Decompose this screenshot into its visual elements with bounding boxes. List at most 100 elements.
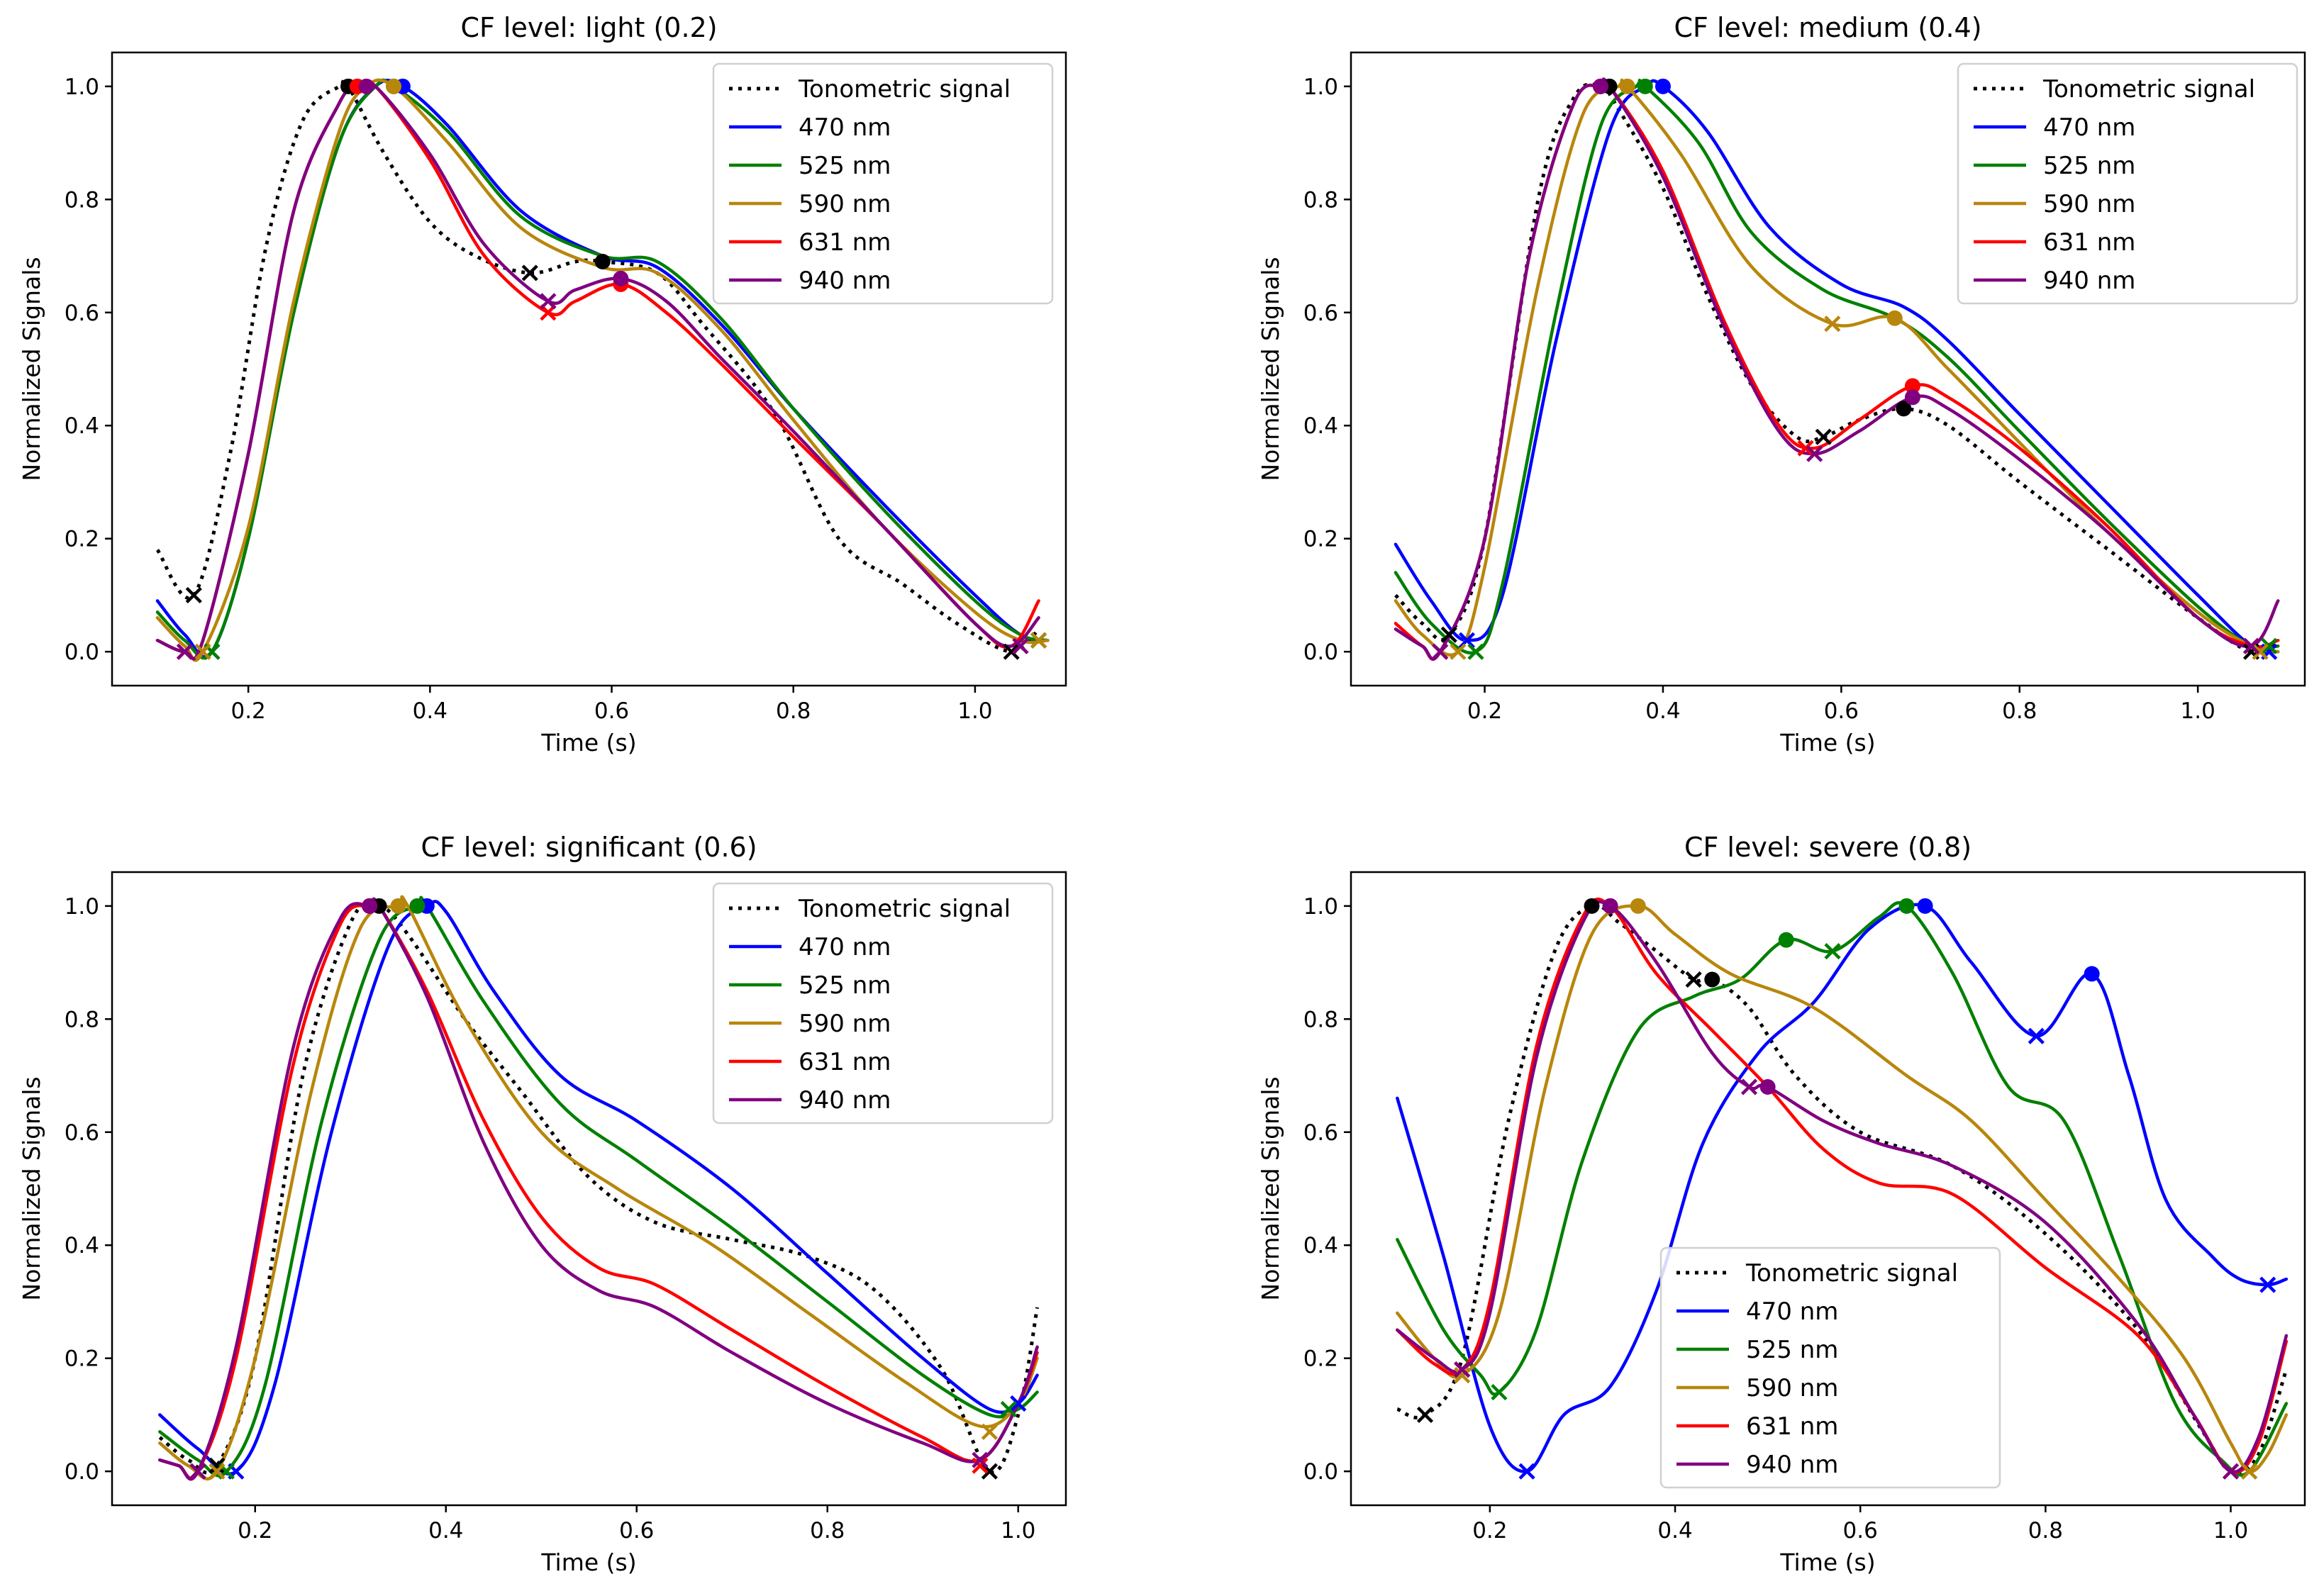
- peak-marker-525-nm: [409, 898, 426, 914]
- series-line-470-nm: [1396, 903, 2289, 1473]
- valley-marker-940-nm: [2242, 637, 2260, 654]
- plot-frame: [111, 871, 1067, 1507]
- legend-label-631-nm: 631 nm: [799, 228, 891, 257]
- x-axis-label: Time (s): [1779, 1548, 1875, 1576]
- peak-marker-470-nm: [1917, 898, 1933, 914]
- series-line-940-nm: [158, 897, 1039, 1481]
- valley-marker-tonometric-signal: [1815, 428, 1832, 445]
- y-tick-label: 0.6: [1303, 301, 1338, 326]
- legend-label-940-nm: 940 nm: [799, 1086, 891, 1115]
- y-tick-label: 0.0: [1303, 640, 1338, 665]
- feature-markers: [176, 78, 1047, 660]
- peak-marker-tonometric-signal: [1584, 898, 1600, 914]
- x-tick-label: 0.8: [810, 1518, 845, 1544]
- peak-marker-525-nm: [1637, 78, 1653, 94]
- valley-marker-590-nm: [194, 643, 211, 660]
- chart-title: CF level: severe (0.8): [1684, 832, 1972, 863]
- series-lines: [1396, 897, 2289, 1477]
- series-line-940-nm: [1396, 900, 2289, 1474]
- chart-title: CF level: significant (0.6): [421, 832, 757, 863]
- x-tick-label: 1.0: [2213, 1518, 2248, 1544]
- valley-marker-940-nm: [1806, 445, 1823, 462]
- y-tick-label: 0.8: [1303, 1007, 1338, 1032]
- series-lines: [155, 78, 1050, 662]
- legend: Tonometric signal 470 nm 525 nm 590 nm 631 n…: [712, 62, 1054, 305]
- feature-markers: [1416, 898, 2276, 1480]
- feature-markers: [189, 898, 1027, 1480]
- series-line-470-nm: [1394, 79, 2280, 654]
- valley-marker-470-nm: [1010, 1395, 1027, 1412]
- valley-marker-940-nm: [176, 643, 194, 660]
- y-tick-label: 1.0: [65, 74, 99, 100]
- x-tick-label: 0.4: [413, 698, 447, 724]
- legend-label-470-nm: 470 nm: [799, 113, 891, 142]
- y-axis-label: Normalized Signals: [18, 257, 45, 481]
- peak-marker-940-nm: [1592, 78, 1608, 94]
- x-tick-label: 0.4: [1657, 1518, 1692, 1544]
- series-line-940-nm: [1394, 77, 2280, 661]
- legend-label-tonometric-signal: Tonometric signal: [798, 75, 1011, 104]
- series-line-590-nm: [158, 895, 1039, 1481]
- peak-marker-940-nm: [362, 898, 378, 914]
- valley-marker-tonometric-signal: [1440, 626, 1457, 643]
- y-tick-label: 1.0: [1303, 894, 1338, 920]
- valley-marker-470-nm: [2028, 1027, 2045, 1044]
- peak-marker-tonometric-signal: [1704, 971, 1720, 988]
- legend-label-525-nm: 525 nm: [1746, 1336, 1838, 1364]
- x-axis-label: Time (s): [540, 1548, 636, 1576]
- peak-marker-470-nm: [2084, 966, 2100, 982]
- series-lines: [1394, 77, 2280, 662]
- peak-marker-525-nm: [1778, 932, 1794, 948]
- valley-marker-tonometric-signal: [185, 586, 202, 604]
- valley-marker-940-nm: [1012, 637, 1029, 654]
- legend-label-590-nm: 590 nm: [1746, 1374, 1838, 1402]
- x-tick-label: 1.0: [957, 698, 992, 724]
- legend-label-tonometric-signal: Tonometric signal: [1745, 1259, 1958, 1288]
- x-tick-label: 0.4: [1645, 698, 1680, 724]
- y-tick-label: 0.0: [65, 640, 99, 665]
- legend-box: [1659, 1246, 2001, 1489]
- valley-marker-tonometric-signal: [1003, 643, 1020, 660]
- valley-marker-525-nm: [1467, 643, 1484, 660]
- x-tick-label: 0.8: [776, 698, 811, 724]
- x-tick-label: 0.2: [238, 1518, 272, 1544]
- legend-label-470-nm: 470 nm: [799, 933, 891, 961]
- x-tick-label: 1.0: [1001, 1518, 1035, 1544]
- y-axis-label: Normalized Signals: [18, 1076, 45, 1300]
- y-tick-label: 0.0: [1303, 1459, 1338, 1485]
- y-tick-label: 0.8: [65, 187, 99, 213]
- series-line-525-nm: [1394, 79, 2280, 655]
- peak-marker-470-nm: [1655, 78, 1671, 94]
- y-tick-label: 0.4: [1303, 1233, 1338, 1259]
- series-lines: [158, 895, 1040, 1481]
- x-axis-label: Time (s): [540, 729, 636, 757]
- legend-box: [1957, 62, 2298, 305]
- y-tick-label: 0.8: [65, 1007, 99, 1032]
- peak-marker-940-nm: [1904, 389, 1920, 406]
- chart-panel-2: CF level: medium (0.4) 0.2 0.4 0.6 0.8 1.0 0.0…: [1257, 12, 2306, 757]
- peak-marker-940-nm: [358, 78, 374, 94]
- legend-label-631-nm: 631 nm: [2043, 228, 2135, 257]
- peak-marker-631-nm: [1904, 378, 1920, 394]
- peak-marker-590-nm: [390, 898, 406, 914]
- plot-frame: [1350, 871, 2306, 1507]
- legend-label-590-nm: 590 nm: [2043, 190, 2135, 218]
- peak-marker-tonometric-signal: [1896, 401, 1912, 417]
- legend-label-525-nm: 525 nm: [799, 152, 891, 180]
- legend: Tonometric signal 470 nm 525 nm 590 nm 631 n…: [712, 882, 1054, 1125]
- y-tick-label: 0.8: [1303, 187, 1338, 213]
- legend-box: [712, 62, 1054, 305]
- peak-marker-tonometric-signal: [594, 254, 611, 270]
- x-tick-label: 0.2: [230, 698, 265, 724]
- series-line-525-nm: [158, 895, 1039, 1478]
- valley-marker-590-nm: [981, 1423, 998, 1440]
- x-tick-label: 0.6: [1843, 1518, 1878, 1544]
- panels: CF level: light (0.2) 0.2 0.4 0.6 0.8 1.0 0.0 0…: [18, 12, 2306, 1576]
- valley-marker-590-nm: [1824, 316, 1841, 333]
- valley-marker-590-nm: [2241, 1463, 2258, 1480]
- peak-marker-940-nm: [613, 270, 629, 286]
- valley-marker-940-nm: [972, 1451, 989, 1468]
- y-axis-label: Normalized Signals: [1257, 1076, 1284, 1300]
- y-tick-label: 0.2: [1303, 1346, 1338, 1372]
